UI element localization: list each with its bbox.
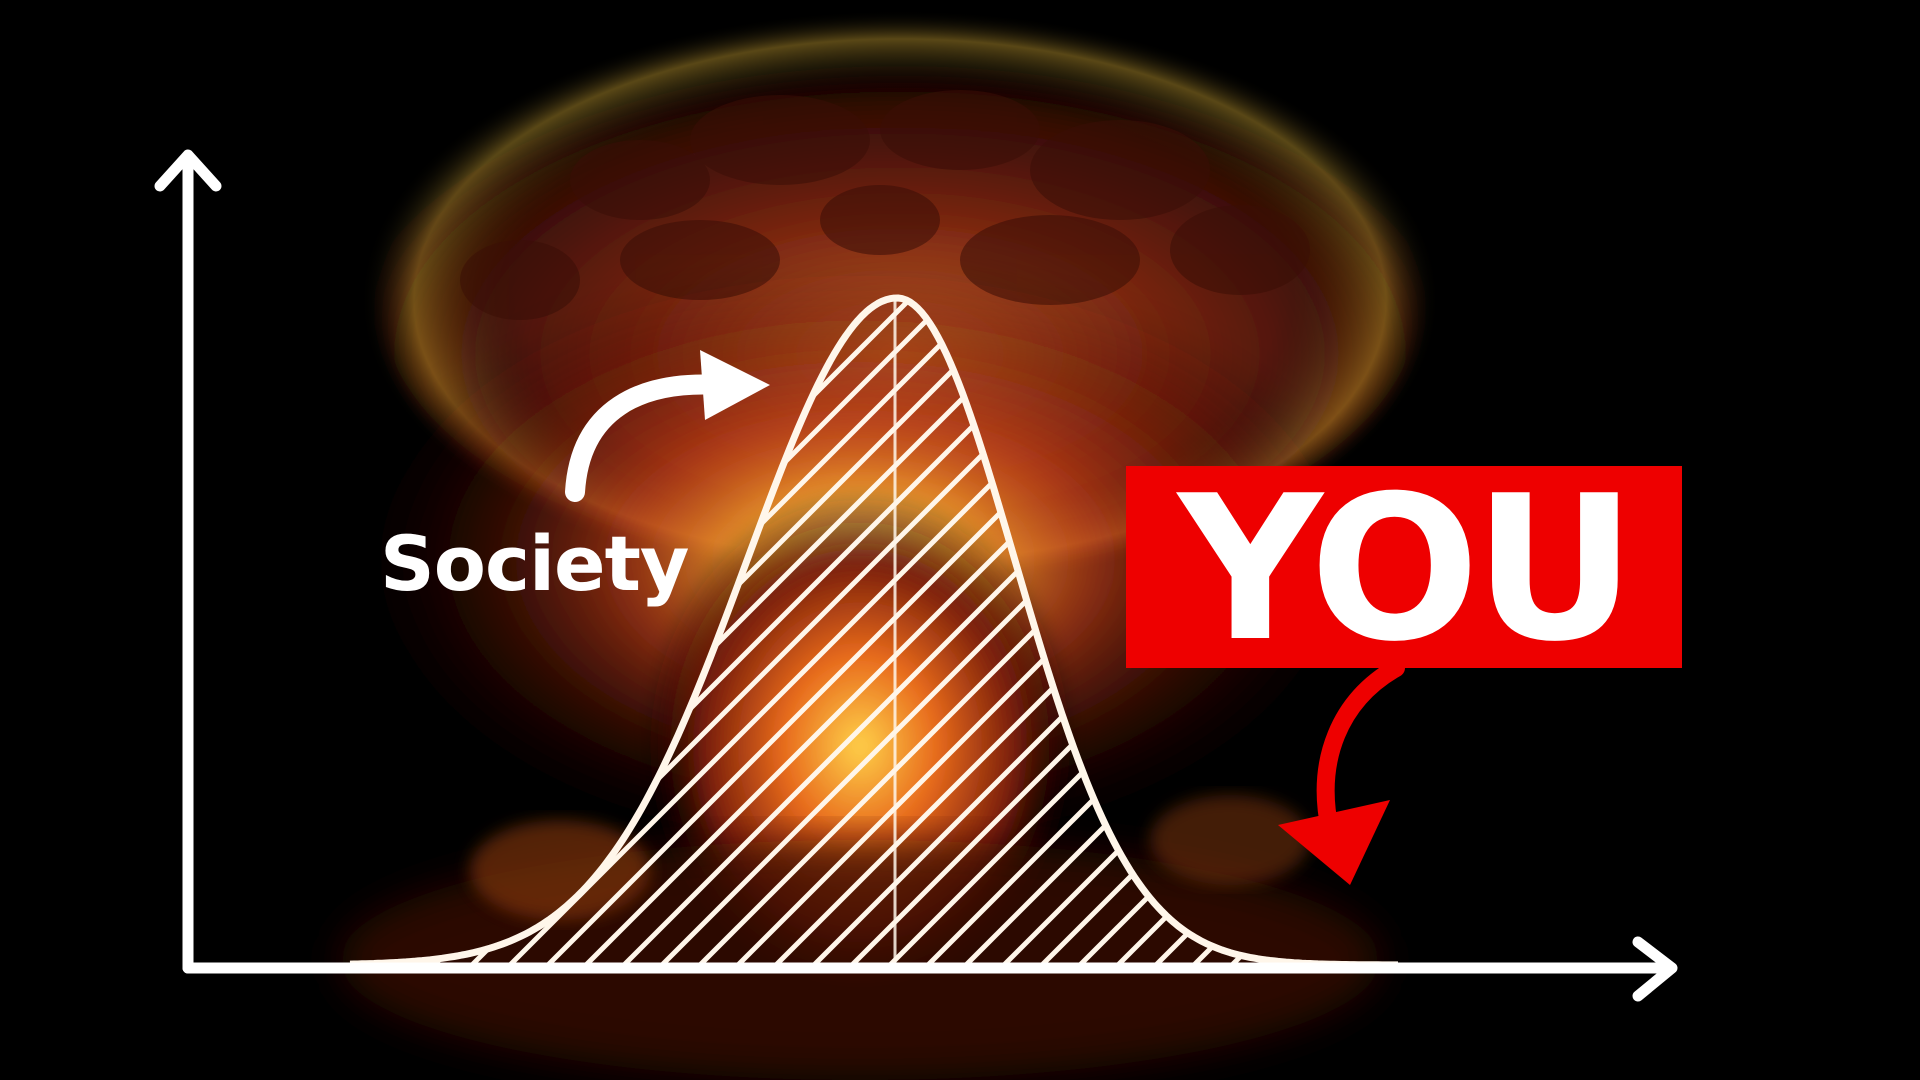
society-annotation: Society	[380, 350, 770, 608]
hatch-line	[0, 265, 336, 985]
cloud-texture	[460, 90, 1310, 320]
hatch-line	[0, 265, 146, 985]
you-label: YOU	[1176, 453, 1630, 686]
hatch-line	[1782, 265, 1920, 985]
hatch-line	[0, 265, 70, 985]
hatch-line	[1706, 265, 1920, 985]
you-annotation: YOU	[1126, 453, 1682, 885]
hatch-line	[1896, 265, 1920, 985]
bell-curve	[349, 294, 1398, 969]
hatch-line	[0, 265, 108, 985]
hatch-line	[1820, 265, 1920, 985]
hatch-line	[0, 265, 184, 985]
hatch-line	[1858, 265, 1920, 985]
society-label: Society	[380, 519, 689, 608]
hatch-line	[0, 265, 298, 985]
arrow-right-icon	[1632, 936, 1678, 1002]
hatch-line	[0, 265, 32, 985]
curved-arrow-right-head	[700, 350, 770, 420]
arrow-up-icon	[154, 149, 222, 192]
curved-arrow-down-icon	[1316, 659, 1405, 839]
hatch-line	[1668, 265, 1920, 985]
curved-arrow-down-head	[1278, 800, 1390, 885]
curved-arrow-right-icon	[565, 374, 730, 502]
hatch-line	[0, 265, 260, 985]
axes	[154, 149, 1678, 1002]
hatch-line	[1744, 265, 1920, 985]
you-box	[1126, 466, 1682, 668]
hatch-line	[350, 298, 414, 965]
